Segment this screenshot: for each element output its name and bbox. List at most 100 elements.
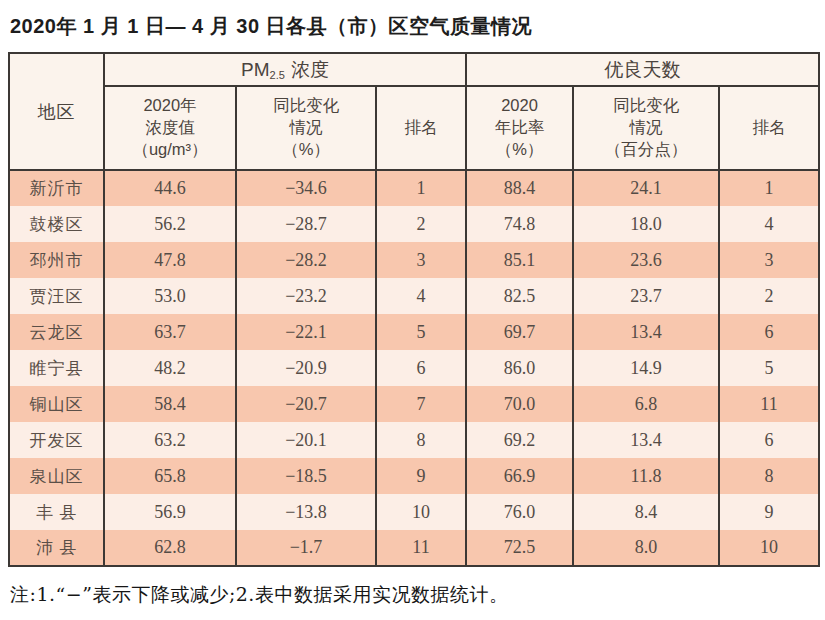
pm25-rank-cell: 2 bbox=[376, 206, 466, 242]
table-row: 新沂市 44.6 −34.6 1 88.4 24.1 1 bbox=[9, 170, 819, 206]
pm25-value-cell: 58.4 bbox=[104, 386, 236, 422]
table-row: 贾汪区 53.0 −23.2 4 82.5 23.7 2 bbox=[9, 278, 819, 314]
days-rank-cell: 6 bbox=[719, 422, 819, 458]
pm25-change-cell: −13.8 bbox=[236, 494, 376, 530]
days-change-cell: 13.4 bbox=[573, 314, 719, 350]
table-row: 丰 县 56.9 −13.8 10 76.0 8.4 9 bbox=[9, 494, 819, 530]
days-change-cell: 11.8 bbox=[573, 458, 719, 494]
pm25-rank-cell: 5 bbox=[376, 314, 466, 350]
region-cell: 新沂市 bbox=[9, 170, 104, 206]
pm25-value-cell: 48.2 bbox=[104, 350, 236, 386]
days-change-cell: 23.7 bbox=[573, 278, 719, 314]
pm25-change-cell: −22.1 bbox=[236, 314, 376, 350]
days-ratio-cell: 74.8 bbox=[466, 206, 573, 242]
footnote: 注:1.“−”表示下降或减少;2.表中数据采用实况数据统计。 bbox=[10, 582, 818, 608]
pm25-label-base: PM bbox=[241, 59, 270, 80]
pm25-change-cell: −20.9 bbox=[236, 350, 376, 386]
days-rank-cell: 1 bbox=[719, 170, 819, 206]
days-change-cell: 14.9 bbox=[573, 350, 719, 386]
header-rank-pm25: 排名 bbox=[376, 86, 466, 170]
days-ratio-cell: 72.5 bbox=[466, 530, 573, 566]
pm25-change-cell: −20.1 bbox=[236, 422, 376, 458]
pm25-change-cell: −28.2 bbox=[236, 242, 376, 278]
air-quality-table: 地区 PM2.5 浓度 优良天数 2020年 浓度值 （ug/m³） 同比变化 情… bbox=[8, 52, 820, 567]
days-rank-cell: 4 bbox=[719, 206, 819, 242]
region-cell: 睢宁县 bbox=[9, 350, 104, 386]
pm25-change-cell: −28.7 bbox=[236, 206, 376, 242]
days-rank-cell: 5 bbox=[719, 350, 819, 386]
table-row: 云龙区 63.7 −22.1 5 69.7 13.4 6 bbox=[9, 314, 819, 350]
days-ratio-cell: 86.0 bbox=[466, 350, 573, 386]
pm25-label-sub: 2.5 bbox=[270, 69, 285, 81]
header-group-row: 地区 PM2.5浓度 优良天数 bbox=[9, 53, 819, 86]
days-ratio-cell: 76.0 bbox=[466, 494, 573, 530]
days-change-cell: 24.1 bbox=[573, 170, 719, 206]
pm25-rank-cell: 7 bbox=[376, 386, 466, 422]
pm25-value-cell: 56.2 bbox=[104, 206, 236, 242]
header-rank-good-days: 排名 bbox=[719, 86, 819, 170]
days-ratio-cell: 88.4 bbox=[466, 170, 573, 206]
pm25-value-cell: 63.2 bbox=[104, 422, 236, 458]
days-rank-cell: 6 bbox=[719, 314, 819, 350]
pm25-value-cell: 65.8 bbox=[104, 458, 236, 494]
days-ratio-cell: 69.7 bbox=[466, 314, 573, 350]
days-rank-cell: 10 bbox=[719, 530, 819, 566]
page-title: 2020年 1 月 1 日— 4 月 30 日各县（市）区空气质量情况 bbox=[10, 12, 818, 40]
table-row: 睢宁县 48.2 −20.9 6 86.0 14.9 5 bbox=[9, 350, 819, 386]
pm25-change-cell: −34.6 bbox=[236, 170, 376, 206]
region-cell: 开发区 bbox=[9, 422, 104, 458]
header-good-days-group: 优良天数 bbox=[466, 53, 819, 86]
header-yoy-change-points: 同比变化 情况 （百分点） bbox=[573, 86, 719, 170]
days-change-cell: 6.8 bbox=[573, 386, 719, 422]
pm25-rank-cell: 9 bbox=[376, 458, 466, 494]
days-rank-cell: 9 bbox=[719, 494, 819, 530]
pm25-rank-cell: 11 bbox=[376, 530, 466, 566]
pm25-value-cell: 44.6 bbox=[104, 170, 236, 206]
pm25-value-cell: 62.8 bbox=[104, 530, 236, 566]
region-cell: 贾汪区 bbox=[9, 278, 104, 314]
pm25-value-cell: 63.7 bbox=[104, 314, 236, 350]
table-row: 开发区 63.2 −20.1 8 69.2 13.4 6 bbox=[9, 422, 819, 458]
region-cell: 鼓楼区 bbox=[9, 206, 104, 242]
table-body: 新沂市 44.6 −34.6 1 88.4 24.1 1 鼓楼区 56.2 −2… bbox=[9, 170, 819, 566]
pm25-rank-cell: 4 bbox=[376, 278, 466, 314]
pm25-value-cell: 56.9 bbox=[104, 494, 236, 530]
pm25-rank-cell: 8 bbox=[376, 422, 466, 458]
header-pm25-group: PM2.5 浓度 bbox=[104, 53, 466, 86]
region-cell: 铜山区 bbox=[9, 386, 104, 422]
header-yoy-change-percent: 同比变化 情况 （%） bbox=[236, 86, 376, 170]
days-rank-cell: 11 bbox=[719, 386, 819, 422]
region-cell: 泉山区 bbox=[9, 458, 104, 494]
region-cell: 沛 县 bbox=[9, 530, 104, 566]
region-cell: 云龙区 bbox=[9, 314, 104, 350]
days-rank-cell: 8 bbox=[719, 458, 819, 494]
pm25-change-cell: −18.5 bbox=[236, 458, 376, 494]
days-change-cell: 8.4 bbox=[573, 494, 719, 530]
region-cell: 邳州市 bbox=[9, 242, 104, 278]
days-ratio-cell: 85.1 bbox=[466, 242, 573, 278]
region-cell: 丰 县 bbox=[9, 494, 104, 530]
pm25-value-cell: 53.0 bbox=[104, 278, 236, 314]
table-header: 地区 PM2.5 浓度 优良天数 2020年 浓度值 （ug/m³） 同比变化 情… bbox=[9, 53, 819, 170]
pm25-rank-cell: 3 bbox=[376, 242, 466, 278]
header-region: 地区 bbox=[9, 53, 104, 170]
table-row: 沛 县 62.8 −1.7 11 72.5 8.0 10 bbox=[9, 530, 819, 566]
pm25-value-cell: 47.8 bbox=[104, 242, 236, 278]
pm25-rank-cell: 10 bbox=[376, 494, 466, 530]
days-ratio-cell: 69.2 bbox=[466, 422, 573, 458]
table-row: 邳州市 47.8 −28.2 3 85.1 23.6 3 bbox=[9, 242, 819, 278]
days-rank-cell: 3 bbox=[719, 242, 819, 278]
table-row: 泉山区 65.8 −18.5 9 66.9 11.8 8 bbox=[9, 458, 819, 494]
header-concentration-2020: 2020年 浓度值 （ug/m³） bbox=[104, 86, 236, 170]
days-ratio-cell: 66.9 bbox=[466, 458, 573, 494]
pm25-label-rest: 浓度 bbox=[291, 59, 329, 80]
header-sub-row: 2020年 浓度值 （ug/m³） 同比变化 情况 （%） 排名 2020 年比… bbox=[9, 86, 819, 170]
table-row: 鼓楼区 56.2 −28.7 2 74.8 18.0 4 bbox=[9, 206, 819, 242]
days-change-cell: 8.0 bbox=[573, 530, 719, 566]
page: 2020年 1 月 1 日— 4 月 30 日各县（市）区空气质量情况 地区 P… bbox=[0, 0, 825, 620]
header-ratio-2020: 2020 年比率 （%） bbox=[466, 86, 573, 170]
days-change-cell: 13.4 bbox=[573, 422, 719, 458]
days-rank-cell: 2 bbox=[719, 278, 819, 314]
days-ratio-cell: 70.0 bbox=[466, 386, 573, 422]
pm25-change-cell: −23.2 bbox=[236, 278, 376, 314]
